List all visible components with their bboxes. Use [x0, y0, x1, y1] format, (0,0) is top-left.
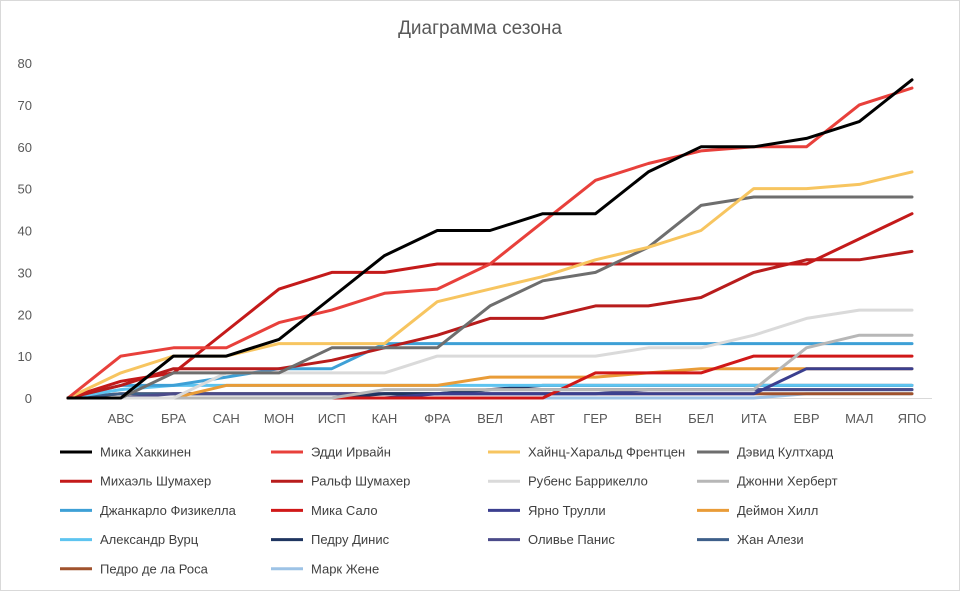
series-line: [66, 78, 914, 400]
chart-title: Диаграмма сезона: [398, 18, 562, 39]
legend-label: Михаэль Шумахер: [100, 474, 211, 489]
x-tick-label: ГЕР: [583, 411, 607, 426]
legend-label: Оливье Панис: [528, 532, 615, 547]
y-tick-label: 60: [18, 140, 32, 155]
legend-label: Мика Сало: [311, 503, 378, 518]
legend-label: Джонни Херберт: [737, 474, 838, 489]
legend-label: Эдди Ирвайн: [311, 445, 391, 460]
x-tick-label: ИСП: [318, 411, 346, 426]
legend-label: Педру Динис: [311, 532, 390, 547]
series-line: [66, 367, 914, 400]
x-tick-label: ФРА: [424, 411, 451, 426]
legend-label: Хайнц-Харальд Френтцен: [528, 445, 685, 460]
series-line: [66, 308, 914, 400]
y-tick-label: 50: [18, 182, 32, 197]
y-axis: 0 10 20 30 40 50 60 70 80: [18, 56, 32, 406]
series-line: [66, 333, 914, 400]
y-tick-label: 10: [18, 349, 32, 364]
legend-label: Дэвид Култхард: [737, 445, 834, 460]
x-tick-label: САН: [213, 411, 240, 426]
series-line: [66, 195, 914, 400]
x-tick-label: МАЛ: [845, 411, 873, 426]
legend-label: Деймон Хилл: [737, 503, 818, 518]
x-tick-label: ИТА: [741, 411, 767, 426]
y-tick-label: 20: [18, 307, 32, 322]
x-tick-label: ЯПО: [898, 411, 927, 426]
legend-label: Александр Вурц: [100, 532, 199, 547]
x-axis: АВС БРА САН МОН ИСП КАН ФРА ВЕЛ АВТ ГЕР ВЕН БЕЛ ИТА Е…: [108, 411, 927, 426]
legend-label: Педро де ла Роса: [100, 561, 209, 576]
y-tick-label: 30: [18, 265, 32, 280]
x-tick-label: КАН: [372, 411, 398, 426]
y-tick-label: 0: [25, 391, 32, 406]
legend-label: Джанкарло Физикелла: [100, 503, 237, 518]
legend-label: Марк Жене: [311, 561, 379, 576]
x-tick-label: БРА: [161, 411, 186, 426]
y-tick-label: 80: [18, 56, 32, 71]
x-tick-label: АВТ: [531, 411, 555, 426]
x-tick-label: ВЕЛ: [477, 411, 503, 426]
legend-label: Ярно Трулли: [528, 503, 606, 518]
legend-label: Ральф Шумахер: [311, 474, 410, 489]
x-tick-label: АВС: [108, 411, 134, 426]
x-tick-label: МОН: [264, 411, 294, 426]
y-tick-label: 40: [18, 224, 32, 239]
x-tick-label: ВЕН: [635, 411, 662, 426]
legend-label: Жан Алези: [737, 532, 804, 547]
x-tick-label: ЕВР: [793, 411, 819, 426]
y-tick-label: 70: [18, 98, 32, 113]
series-line: [66, 249, 914, 400]
legend-label: Рубенс Баррикелло: [528, 474, 648, 489]
series-lines: [66, 78, 914, 400]
x-tick-label: БЕЛ: [688, 411, 714, 426]
legend: Мика Хаккинен Эдди Ирвайн Хайнц-Харальд Фр…: [60, 445, 838, 576]
legend-label: Мика Хаккинен: [100, 445, 191, 460]
series-line: [66, 86, 914, 400]
